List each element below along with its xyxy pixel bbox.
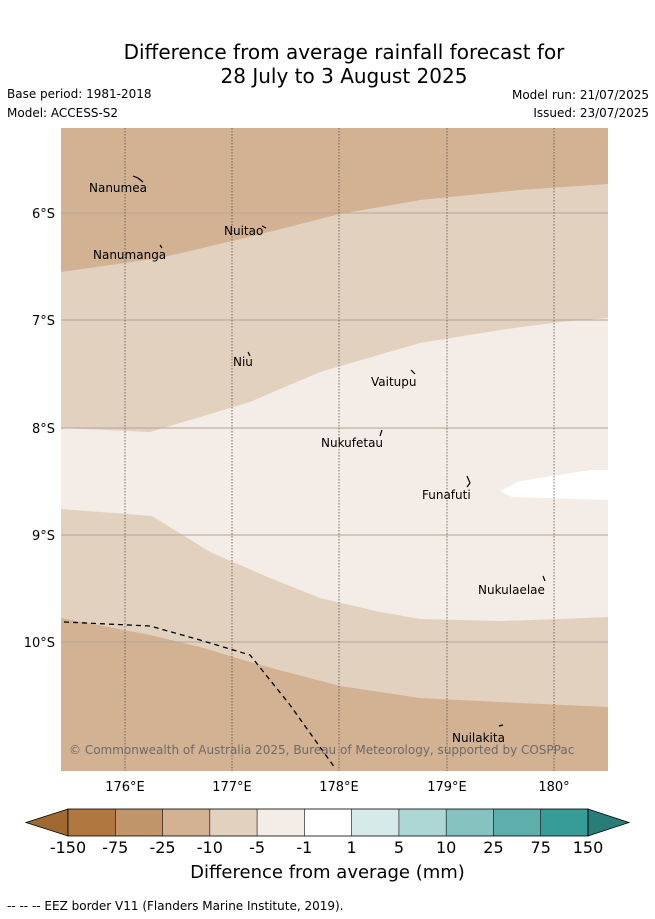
model-run: Model run: 21/07/2025: [511, 88, 649, 102]
lat-tick-8s: 8°S: [32, 422, 55, 437]
island-label-nanumea: Nanumea: [89, 181, 147, 195]
longitude-gridlines: [124, 128, 555, 771]
eez-border: [63, 621, 336, 769]
island-label-nukufetau: Nukufetau: [321, 436, 383, 450]
island-label-nuitao: Nuitao: [224, 224, 263, 238]
band-minus5-to-minus1: [61, 318, 608, 621]
island-label-niu: Niu: [233, 355, 253, 369]
colorbar-segment: [304, 809, 352, 836]
island-label-nukulaelae: Nukulaelae: [478, 583, 545, 597]
colorbar-tick-label: 5: [393, 838, 404, 857]
lat-tick-10s: 10°S: [24, 636, 55, 651]
colorbar-extend-high: [587, 808, 631, 837]
colorbar-tick-label: 10: [435, 838, 457, 857]
colorbar-outline: [67, 808, 589, 837]
colorbar-tick-label: -25: [149, 838, 176, 857]
island-label-funafuti: Funafuti: [422, 488, 471, 502]
lon-tick-176e: 176°E: [105, 780, 145, 795]
colorbar-tick-label: 1: [346, 838, 357, 857]
colorbar-segment: [209, 809, 258, 836]
colorbar-segment: [68, 809, 116, 836]
colorbar-tick-label: -5: [249, 838, 266, 857]
base-period: Base period: 1981-2018: [7, 87, 152, 101]
colorbar-segment: [351, 809, 399, 836]
model-name: Model: ACCESS-S2: [7, 106, 119, 120]
island-label-vaitupu: Vaitupu: [371, 375, 417, 389]
lat-tick-6s: 6°S: [32, 207, 55, 222]
island-labels: Nanumea Nuitao Nanumanga Niu Vaitupu Nuk…: [89, 181, 545, 745]
colorbar-tick-label: 75: [530, 838, 551, 857]
lon-tick-179e: 179°E: [427, 780, 467, 795]
latitude-tick-labels: 6°S 7°S 8°S 9°S 10°S: [24, 207, 55, 651]
colorbar-tick-label: 25: [483, 838, 504, 857]
colorbar: [24, 808, 631, 837]
colorbar-segment: [162, 809, 210, 836]
colorbar-segment: [398, 809, 447, 836]
colorbar-tick-label: -75: [102, 838, 129, 857]
colorbar-title: Difference from average (mm): [190, 862, 465, 883]
title-line-1: Difference from average rainfall forecas…: [123, 40, 565, 64]
colorbar-segment: [446, 809, 494, 836]
issued-date: Issued: 23/07/2025: [533, 106, 649, 120]
colorbar-segment: [257, 809, 305, 836]
copyright-notice: © Commonwealth of Australia 2025, Bureau…: [69, 743, 574, 757]
island-outlines: [132, 175, 546, 727]
title-line-2: 28 July to 3 August 2025: [220, 64, 468, 88]
lon-tick-180: 180°: [538, 780, 569, 795]
colorbar-extend-low: [24, 808, 69, 837]
lat-tick-7s: 7°S: [32, 314, 55, 329]
colorbar-segment: [493, 809, 541, 836]
lon-tick-177e: 177°E: [212, 780, 252, 795]
lat-tick-9s: 9°S: [32, 529, 55, 544]
colorbar-segment: [115, 809, 163, 836]
colorbar-tick-label: -1: [296, 838, 313, 857]
lon-tick-178e: 178°E: [319, 780, 359, 795]
chart-title: Difference from average rainfall forecas…: [0, 40, 655, 88]
island-label-nanumanga: Nanumanga: [93, 248, 166, 262]
latitude-gridlines: [61, 212, 608, 643]
colorbar-tick-label: -150: [49, 838, 87, 857]
island-label-nuilakita: Nuilakita: [452, 731, 505, 745]
eez-footnote: -- -- -- EEZ border V11 (Flanders Marine…: [7, 899, 344, 913]
colorbar-segment: [540, 809, 588, 836]
colorbar-tick-label: 150: [572, 838, 604, 857]
longitude-tick-labels: 176°E 177°E 178°E 179°E 180°: [105, 780, 569, 795]
colorbar-tick-label: -10: [196, 838, 223, 857]
